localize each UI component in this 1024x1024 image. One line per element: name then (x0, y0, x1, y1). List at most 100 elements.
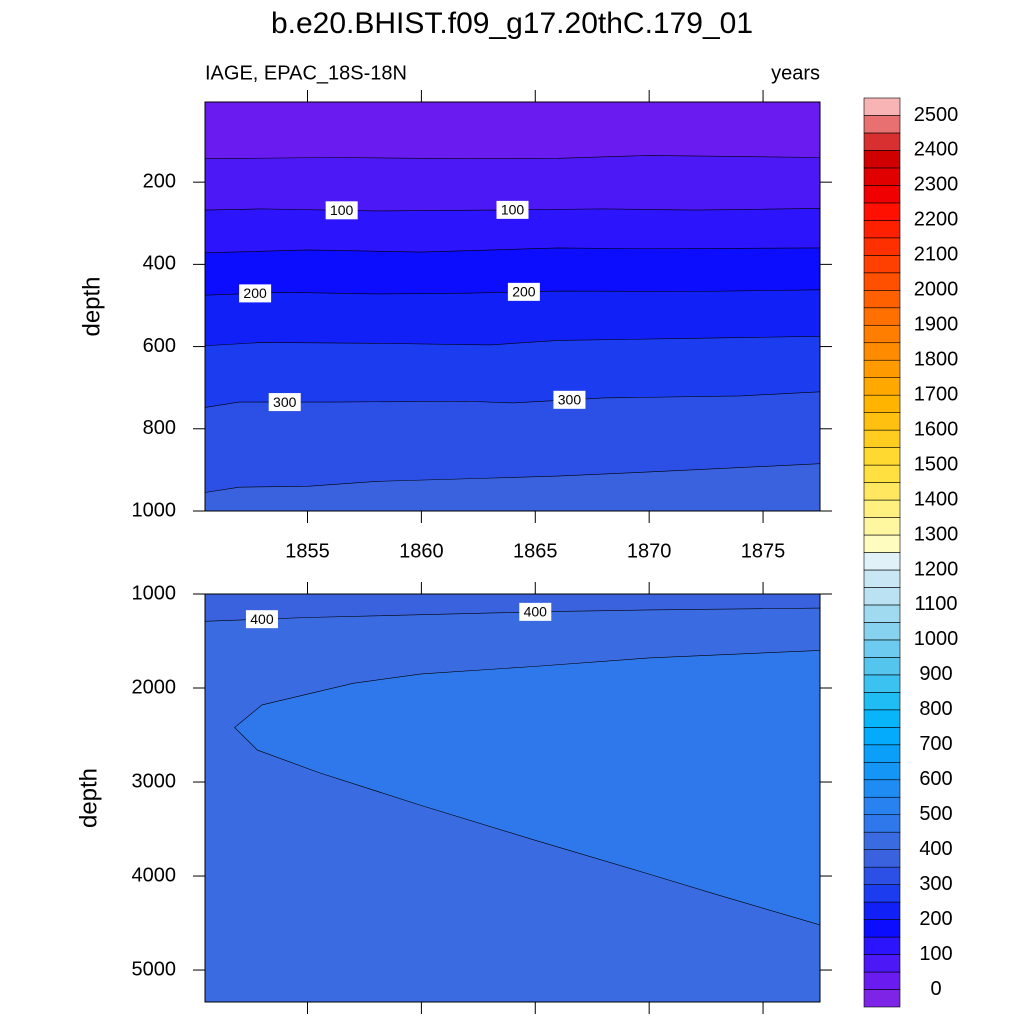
colorbar-box (863, 587, 901, 606)
y-tick-label: 1000 (132, 499, 177, 521)
colorbar-box (863, 622, 901, 641)
colorbar-box (863, 814, 901, 833)
contour-line (204, 247, 821, 254)
colorbar-box (863, 534, 901, 553)
colorbar-label: 2400 (914, 139, 959, 161)
colorbar-label: 700 (919, 733, 952, 755)
colorbar-box (863, 779, 901, 798)
x-tick-label: 1865 (513, 540, 558, 562)
colorbar-label: 500 (919, 803, 952, 825)
colorbar-label: 1000 (914, 628, 959, 650)
band-fill (205, 463, 820, 511)
contour-label-box (496, 200, 529, 219)
y-tick-label: 400 (143, 253, 176, 275)
y-axis-label: depth (75, 768, 102, 828)
contour-line (204, 336, 821, 347)
colorbar-box (863, 150, 901, 169)
contour-label-box (239, 284, 272, 303)
contour-line (204, 155, 821, 160)
colorbar-box (863, 342, 901, 361)
x-tick-label: 1870 (627, 540, 672, 562)
colorbar-box (863, 674, 901, 693)
colorbar-label: 900 (919, 663, 952, 685)
colorbar-box (863, 692, 901, 711)
colorbar-box (863, 901, 901, 920)
colorbar-box (863, 954, 901, 973)
colorbar-box (863, 202, 901, 221)
colorbar-label: 1600 (914, 418, 959, 440)
colorbar-box (863, 412, 901, 431)
colorbar-box (863, 727, 901, 746)
colorbar-label: 1800 (914, 348, 959, 370)
colorbar-box (863, 307, 901, 326)
colorbar-label: 2500 (914, 104, 959, 126)
contour-line (204, 463, 821, 493)
plot-frame (204, 101, 821, 512)
colorbar-box (863, 255, 901, 274)
plot-frame (204, 593, 821, 1003)
colorbar-label: 0 (930, 978, 941, 1000)
colorbar-label: 100 (919, 943, 952, 965)
colorbar-box (863, 237, 901, 256)
colorbar-box (863, 989, 901, 1008)
colorbar-label: 1300 (914, 523, 959, 545)
colorbar-box (863, 97, 901, 116)
colorbar-label: 200 (919, 908, 952, 930)
contour-label-box (553, 390, 586, 409)
colorbar-box (863, 499, 901, 518)
contour-label-box (245, 610, 278, 629)
contour-label-box (268, 393, 301, 412)
x-tick-label: 1860 (399, 540, 444, 562)
colorbar-box (863, 464, 901, 483)
colorbar-label: 1400 (914, 488, 959, 510)
colorbar-box (863, 167, 901, 186)
y-tick-label: 600 (143, 335, 176, 357)
colorbar-box (863, 447, 901, 466)
colorbar-box (863, 289, 901, 309)
x-tick-label: 1855 (285, 540, 330, 562)
contour-label: 300 (273, 394, 297, 410)
contour-line (204, 607, 821, 622)
title: b.e20.BHIST.f09_g17.20thC.179_01 (271, 7, 753, 40)
contour-label: 400 (524, 604, 548, 620)
band-fill (234, 650, 821, 925)
colorbar-box (863, 185, 901, 204)
colorbar-label: 600 (919, 768, 952, 790)
colorbar-box (863, 272, 901, 291)
colorbar-label: 1500 (914, 453, 959, 475)
colorbar-box (863, 919, 901, 938)
colorbar-box (863, 115, 901, 134)
colorbar-box (863, 796, 901, 816)
colorbar-box (863, 482, 901, 501)
colorbar-label: 800 (919, 698, 952, 720)
colorbar-box (863, 761, 901, 781)
colorbar-box (863, 971, 901, 990)
colorbar-box (863, 429, 901, 448)
colorbar-box (863, 866, 901, 885)
contour-label: 300 (558, 392, 582, 408)
colorbar-box (863, 849, 901, 868)
colorbar-box (863, 569, 901, 588)
colorbar-box (863, 744, 901, 763)
colorbar-label: 300 (919, 873, 952, 895)
contour-line (204, 391, 821, 408)
colorbar-box (863, 132, 901, 151)
colorbar-label: 2200 (914, 209, 959, 231)
subtitle-right: years (771, 62, 820, 84)
contour-label: 100 (501, 202, 525, 218)
contour-label-box (507, 282, 540, 301)
colorbar-box (863, 936, 901, 955)
colorbar-label: 2300 (914, 174, 959, 196)
contour-label: 200 (512, 284, 536, 300)
colorbar-box (863, 517, 901, 536)
contour-line (204, 208, 821, 212)
contour-line (234, 650, 821, 926)
contour-line (204, 289, 821, 296)
colorbar-box (863, 884, 901, 903)
y-tick-label: 2000 (132, 676, 177, 698)
y-tick-label: 1000 (132, 582, 177, 604)
contour-label-box (325, 201, 358, 220)
contour-label: 100 (330, 202, 354, 218)
colorbar-box (863, 359, 901, 378)
contour-label: 200 (243, 285, 267, 301)
